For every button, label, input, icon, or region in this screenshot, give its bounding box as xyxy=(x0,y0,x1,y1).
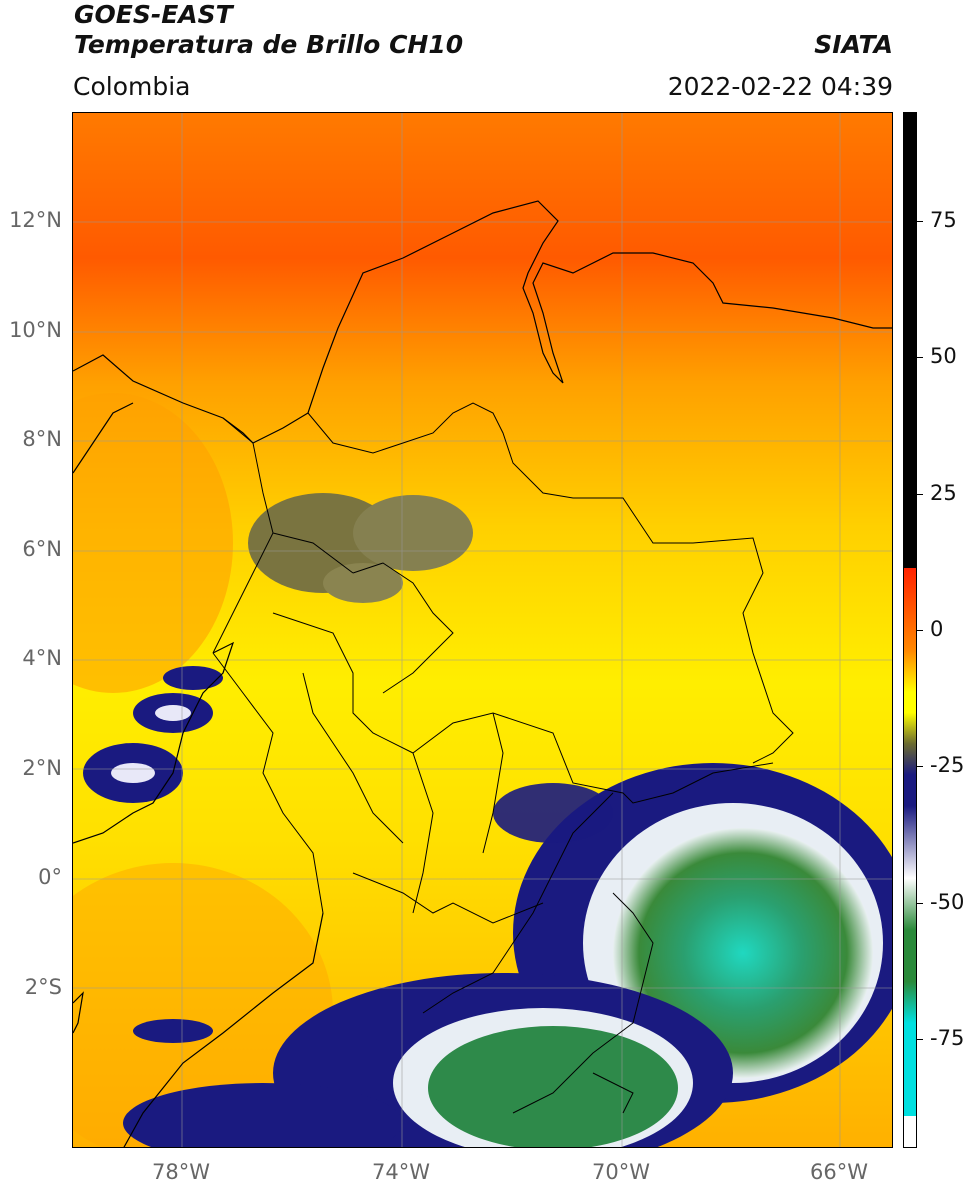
convective-core xyxy=(155,705,191,721)
colorbar-tick-label: 75 xyxy=(930,208,957,232)
colorbar-tick xyxy=(917,630,923,631)
lat-label: 12°N xyxy=(9,208,62,232)
warm-ocean-patch-south xyxy=(73,863,333,1147)
colorbar-tick xyxy=(917,221,923,222)
warm-ocean-patch xyxy=(73,393,233,693)
title-satellite: GOES-EAST xyxy=(74,0,233,29)
lon-label: 70°W xyxy=(592,1160,650,1184)
convective-complex-south-core xyxy=(428,1026,678,1147)
convective-band-southwest xyxy=(123,1083,403,1147)
region-label: Colombia xyxy=(73,72,191,101)
colorbar-tick-label: 50 xyxy=(930,344,957,368)
convective-core xyxy=(111,763,155,783)
convective-cell-north xyxy=(493,783,613,843)
colorbar-tick-label: -25 xyxy=(930,753,965,777)
convective-cell xyxy=(133,1019,213,1043)
colorbar xyxy=(903,112,917,1148)
colorbar-tick-label: 25 xyxy=(930,481,957,505)
datetime-label: 2022-02-22 04:39 xyxy=(667,72,893,101)
colorbar-tick xyxy=(917,357,923,358)
colorbar-tick-label: -75 xyxy=(930,1026,965,1050)
colorbar-tick xyxy=(917,494,923,495)
colorbar-tick-label: 0 xyxy=(930,617,944,641)
cloud-band-east xyxy=(353,495,473,571)
lat-label: 0° xyxy=(38,865,62,889)
brand-label: SIATA xyxy=(814,30,893,59)
colorbar-tick xyxy=(917,1039,923,1040)
lat-label: 8°N xyxy=(22,427,62,451)
lat-label: 6°N xyxy=(22,537,62,561)
lat-label: 2°N xyxy=(22,756,62,780)
convective-cell xyxy=(163,666,223,690)
colorbar-tick xyxy=(917,766,923,767)
colorbar-tick xyxy=(917,903,923,904)
title-product: Temperatura de Brillo CH10 xyxy=(74,30,464,59)
cloud-band-south xyxy=(323,563,403,603)
graticule xyxy=(73,113,892,1147)
map-canvas xyxy=(73,113,892,1147)
brightness-temperature-map xyxy=(72,112,893,1148)
coastlines xyxy=(73,200,892,1147)
lat-label: 2°S xyxy=(24,975,62,999)
lat-label: 10°N xyxy=(9,318,62,342)
colorbar-tick-label: -50 xyxy=(930,890,965,914)
lat-label: 4°N xyxy=(22,646,62,670)
political-borders xyxy=(212,402,794,1114)
lon-label: 66°W xyxy=(810,1160,868,1184)
lon-label: 74°W xyxy=(372,1160,430,1184)
lon-label: 78°W xyxy=(152,1160,210,1184)
